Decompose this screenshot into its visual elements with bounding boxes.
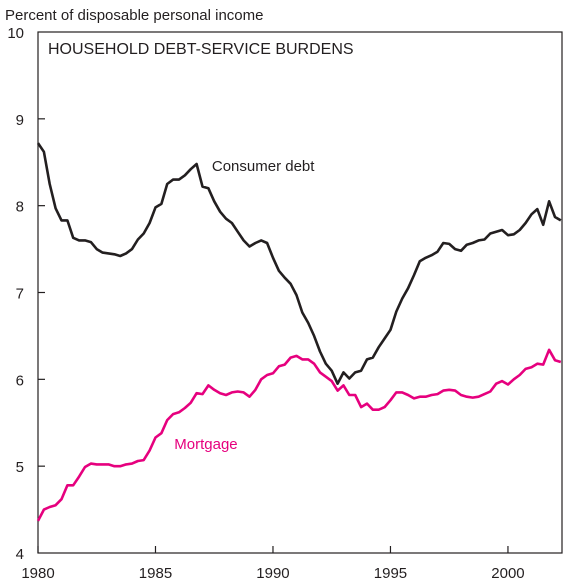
y-tick-label: 7 xyxy=(16,286,24,303)
y-tick-label: 6 xyxy=(16,372,24,389)
chart-title: HOUSEHOLD DEBT-SERVICE BURDENS xyxy=(48,41,354,58)
series-line-mortgage xyxy=(36,348,562,522)
y-tick-label: 9 xyxy=(16,112,24,129)
y-tick-label: 8 xyxy=(16,199,24,216)
series-line-consumer-debt xyxy=(36,142,562,385)
x-tick-label: 1990 xyxy=(256,565,289,582)
y-tick-label: 10 xyxy=(7,25,24,42)
x-axis: 1980 1985 1990 1995 2000 xyxy=(21,546,525,582)
y-tick-label: 5 xyxy=(16,459,24,476)
x-tick-label: 2000 xyxy=(491,565,524,582)
x-tick-label: 1980 xyxy=(21,565,54,582)
y-axis-title: Percent of disposable personal income xyxy=(5,7,264,24)
x-tick-label: 1985 xyxy=(139,565,172,582)
y-tick-label: 4 xyxy=(16,546,24,563)
x-tick-label: 1995 xyxy=(374,565,407,582)
series-layer xyxy=(36,142,562,522)
series-label-consumer-debt: Consumer debt xyxy=(212,158,315,175)
annotation-layer: Consumer debt Mortgage xyxy=(174,158,315,453)
plot-frame xyxy=(37,31,563,554)
series-label-mortgage: Mortgage xyxy=(174,436,237,453)
y-axis: 4 5 6 7 8 9 10 xyxy=(7,25,45,563)
